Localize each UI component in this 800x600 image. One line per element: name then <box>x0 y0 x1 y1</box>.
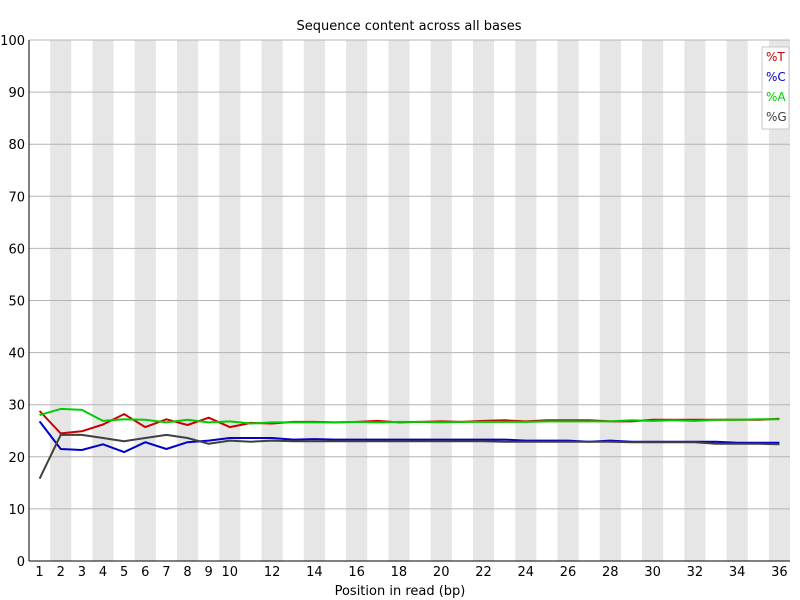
x-tick-2: 2 <box>57 565 65 580</box>
chart-title: Sequence content across all bases <box>296 19 521 34</box>
x-tick-6: 6 <box>141 565 149 580</box>
x-tick-labels: 1 2 3 4 5 6 7 8 9 10 12 14 16 18 20 22 24 26 28 30 32 34 36 <box>35 565 787 580</box>
legend-entry-pct-a: %A <box>766 90 786 104</box>
legend: %T %C %A %G <box>761 46 790 130</box>
legend-entry-pct-t: %T <box>766 50 785 64</box>
x-tick-30: 30 <box>644 565 661 580</box>
x-tick-12: 12 <box>264 565 281 580</box>
y-tick-80: 80 <box>8 138 25 153</box>
x-tick-36: 36 <box>771 565 788 580</box>
y-tick-30: 30 <box>8 399 25 414</box>
y-tick-50: 50 <box>8 295 25 310</box>
x-tick-26: 26 <box>560 565 577 580</box>
x-tick-32: 32 <box>687 565 704 580</box>
grid-lines <box>29 39 790 510</box>
y-tick-100: 100 <box>0 34 25 49</box>
series-lines <box>38 407 780 480</box>
x-tick-3: 3 <box>78 565 86 580</box>
x-tick-10: 10 <box>222 565 239 580</box>
x-tick-9: 9 <box>205 565 213 580</box>
x-axis-label: Position in read (bp) <box>335 584 466 599</box>
y-tick-60: 60 <box>8 242 25 257</box>
y-tick-20: 20 <box>8 451 25 466</box>
x-tick-4: 4 <box>99 565 107 580</box>
y-tick-labels: 0 10 20 30 40 50 60 70 80 90 100 <box>0 34 25 570</box>
x-tick-14: 14 <box>306 565 323 580</box>
legend-box <box>761 46 790 130</box>
x-tick-1: 1 <box>35 565 43 580</box>
x-tick-16: 16 <box>348 565 365 580</box>
series-line-pct-a <box>39 407 780 425</box>
x-tick-8: 8 <box>183 565 191 580</box>
x-tick-18: 18 <box>391 565 408 580</box>
x-tick-28: 28 <box>602 565 619 580</box>
x-tick-22: 22 <box>475 565 492 580</box>
x-tick-7: 7 <box>162 565 170 580</box>
x-tick-24: 24 <box>517 565 534 580</box>
y-tick-70: 70 <box>8 190 25 205</box>
y-tick-40: 40 <box>8 347 25 362</box>
axes <box>28 40 790 562</box>
y-tick-90: 90 <box>8 86 25 101</box>
x-tick-5: 5 <box>120 565 128 580</box>
x-tick-34: 34 <box>729 565 746 580</box>
legend-entry-pct-g: %G <box>766 110 787 124</box>
legend-entry-pct-c: %C <box>766 70 786 84</box>
x-tick-20: 20 <box>433 565 450 580</box>
y-tick-0: 0 <box>17 555 25 570</box>
series-line-pct-g <box>38 433 780 480</box>
y-tick-10: 10 <box>8 503 25 518</box>
